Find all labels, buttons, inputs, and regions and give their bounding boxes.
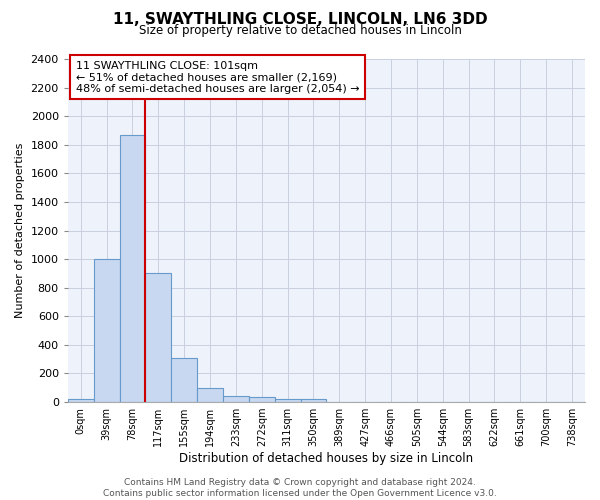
Bar: [145, 274, 171, 402]
Text: Contains HM Land Registry data © Crown copyright and database right 2024.
Contai: Contains HM Land Registry data © Crown c…: [103, 478, 497, 498]
Bar: [171, 358, 197, 402]
Bar: [223, 396, 249, 402]
Y-axis label: Number of detached properties: Number of detached properties: [15, 143, 25, 318]
Bar: [68, 399, 94, 402]
Bar: [249, 397, 275, 402]
Text: 11 SWAYTHLING CLOSE: 101sqm
← 51% of detached houses are smaller (2,169)
48% of : 11 SWAYTHLING CLOSE: 101sqm ← 51% of det…: [76, 60, 359, 94]
Text: 11, SWAYTHLING CLOSE, LINCOLN, LN6 3DD: 11, SWAYTHLING CLOSE, LINCOLN, LN6 3DD: [113, 12, 487, 28]
Bar: [94, 259, 119, 402]
Bar: [119, 135, 145, 402]
Bar: [301, 399, 326, 402]
Bar: [275, 398, 301, 402]
X-axis label: Distribution of detached houses by size in Lincoln: Distribution of detached houses by size …: [179, 452, 473, 465]
Bar: [197, 388, 223, 402]
Text: Size of property relative to detached houses in Lincoln: Size of property relative to detached ho…: [139, 24, 461, 37]
